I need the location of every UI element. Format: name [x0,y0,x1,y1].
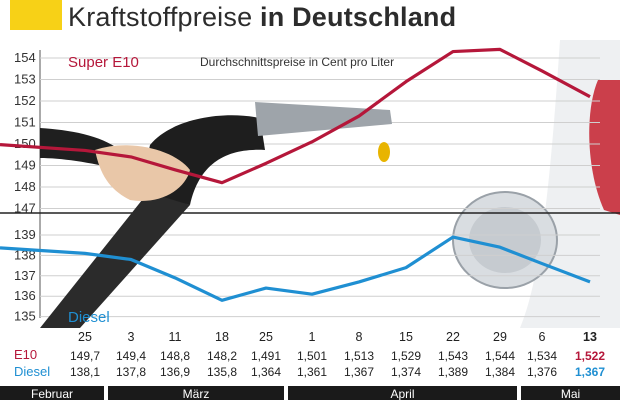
e10-table-cell: 1,544 [484,349,516,363]
month-mai: Mai [521,386,620,400]
e10-series-label: Super E10 [68,54,139,71]
diesel-tick-label: 137 [14,268,36,283]
x-tick-label: 25 [259,330,273,344]
e10-tick-label: 150 [14,136,36,151]
car-taillight-shape [589,80,620,215]
diesel-table-cell: 137,8 [115,365,147,379]
fuel-cap-inner-shape [469,207,541,273]
diesel-table-cell: 138,1 [69,365,101,379]
diesel-table-cell: 1,374 [390,365,422,379]
diesel-table-cell: 135,8 [206,365,238,379]
diesel-table-cell: 1,367 [343,365,375,379]
diesel-table-cell: 1,361 [296,365,328,379]
x-tick-label: 18 [215,330,229,344]
e10-table-cell: 1,501 [296,349,328,363]
diesel-tick-label: 135 [14,309,36,324]
diesel-table-cell: 136,9 [159,365,191,379]
e10-table-cell: 148,2 [206,349,238,363]
e10-table-cell: 149,4 [115,349,147,363]
diesel-table-cell: 1,367 [574,365,606,379]
e10-tick-label: 149 [14,158,36,173]
e10-tick-label: 153 [14,72,36,87]
title-bar: Kraftstoffpreise in Deutschland [0,0,620,40]
month-maerz: März [108,386,284,400]
e10-table-cell: 149,7 [69,349,101,363]
accent-square [10,0,62,30]
diesel-table-cell: 1,364 [250,365,282,379]
x-tick-label: 13 [583,330,597,344]
diesel-table-cell: 1,389 [437,365,469,379]
e10-series-line [0,47,591,185]
diesel-row-label: Diesel [14,364,51,379]
month-april: April [288,386,517,400]
x-tick-label: 25 [78,330,92,344]
e10-tick-label: 154 [14,50,36,65]
fuel-drop-shape [378,142,390,162]
e10-tick-label: 147 [14,201,36,216]
e10-tick-label: 151 [14,115,36,130]
e10-table-cell: 1,491 [250,349,282,363]
x-tick-label: 8 [355,330,363,344]
diesel-table-cell: 1,384 [484,365,516,379]
x-tick-label: 29 [493,330,507,344]
e10-table-cell: 1,543 [437,349,469,363]
fuel-hose-shape [40,190,190,328]
chart-subtitle: Durchschnittspreise in Cent pro Liter [200,55,394,69]
e10-tick-label: 152 [14,93,36,108]
plot-area: 154 153 152 151 150 149 148 147 139 138 137 136 135 S… [0,40,620,328]
e10-table-cell: 1,534 [526,349,558,363]
diesel-tick-label: 136 [14,288,36,303]
e10-table-cell: 1,522 [574,349,606,363]
title-normal: Kraftstoffpreise [68,2,260,32]
title-bold: in Deutschland [260,2,457,32]
month-februar: Februar [0,386,104,400]
x-tick-label: 15 [399,330,413,344]
diesel-series-label: Diesel [68,309,110,326]
chart-title: Kraftstoffpreise in Deutschland [68,2,456,33]
diesel-table-cell: 1,376 [526,365,558,379]
diesel-series-line [0,235,591,302]
e10-row-label: E10 [14,347,38,362]
x-tick-label: 6 [538,330,546,344]
price-chart: 154153152151150149148147139138137136135S… [0,40,620,328]
x-tick-label: 22 [446,330,460,344]
hand-shape [95,145,190,201]
fuel-nozzle-spout-shape [255,102,392,136]
e10-table-cell: 1,529 [390,349,422,363]
e10-tick-label: 148 [14,179,36,194]
x-tick-label: 3 [127,330,135,344]
diesel-tick-label: 139 [14,227,36,242]
e10-table-cell: 148,8 [159,349,191,363]
x-tick-label: 1 [308,330,316,344]
e10-table-cell: 1,513 [343,349,375,363]
x-tick-label: 11 [168,330,182,344]
